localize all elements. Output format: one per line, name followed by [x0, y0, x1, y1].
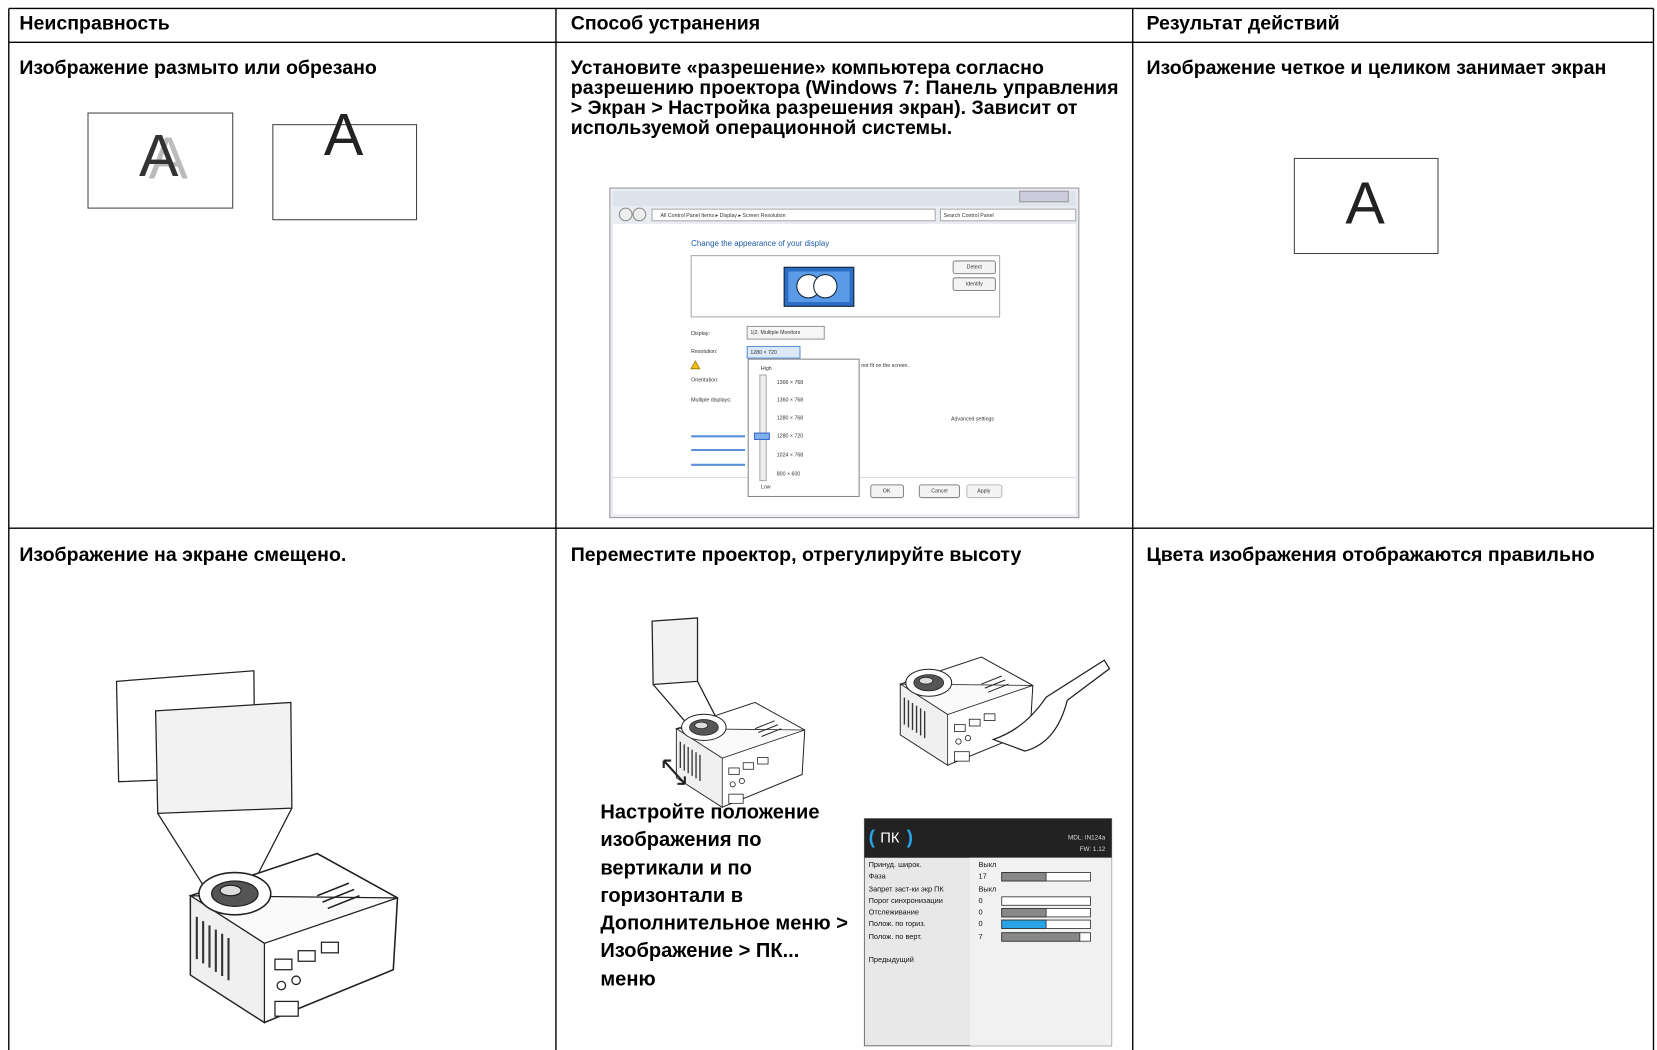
- resolution-option: 1280 × 720: [777, 434, 804, 440]
- button-label: Apply: [977, 489, 991, 495]
- column-header: Результат действий: [1146, 12, 1340, 34]
- cell-text: Переместите проектор, отрегулируйте высо…: [570, 544, 1022, 566]
- resolution-option: 800 × 600: [777, 472, 801, 478]
- svg-text:(: (: [869, 828, 876, 849]
- button-label: Identify: [966, 282, 983, 288]
- shifted-projection-figure: [115, 670, 399, 1024]
- osd-title: ПК: [880, 831, 900, 847]
- column-header: Неисправность: [19, 12, 170, 34]
- osd-item-label: Отслеживание: [869, 908, 919, 917]
- correct-letter-figure: A: [1293, 157, 1439, 255]
- osd-item-label: Порог синхронизации: [869, 896, 943, 905]
- button-label: OK: [883, 489, 891, 495]
- osd-item-value: Выкл: [979, 884, 997, 893]
- blurred-letter-figure: A A: [87, 112, 234, 209]
- cell-text: Цвета изображения отображаются правильно: [1146, 544, 1595, 566]
- osd-item-value: Выкл: [979, 860, 997, 869]
- button-label: Detect: [967, 265, 983, 271]
- osd-slider-fill: [1001, 919, 1047, 929]
- osd-slider-fill: [1001, 908, 1047, 918]
- cell-text: Изображение четкое и целиком занимает эк…: [1146, 57, 1607, 79]
- address-bar: All Control Panel Items ▸ Display ▸ Scre…: [661, 213, 786, 219]
- osd-item-value: 0: [979, 919, 983, 928]
- osd-item-label: Принуд. широк.: [869, 860, 922, 869]
- osd-item-value: 0: [979, 896, 983, 905]
- osd-slider-fill: [1001, 872, 1047, 882]
- cell-text: Установите «разрешение» компьютера согла…: [570, 57, 1119, 139]
- dialog-heading: Change the appearance of your display: [691, 239, 829, 248]
- search-box: Search Control Panel: [944, 213, 994, 219]
- osd-item-value: 0: [979, 908, 983, 917]
- column-header: Способ устранения: [570, 12, 761, 34]
- osd-item-label: Полож. по верт.: [869, 932, 922, 941]
- warning-text: not fit on the screen.: [861, 363, 909, 369]
- resolution-option: 1280 × 768: [777, 416, 804, 422]
- osd-item-label: Запрет заст-ки экр ПК: [869, 884, 945, 893]
- dropdown-value: 1280 × 720: [750, 350, 777, 356]
- letter: A: [324, 101, 364, 168]
- letter: A: [139, 122, 179, 189]
- ghost-letter: A: [149, 124, 189, 191]
- field-label: Multiple displays:: [691, 398, 731, 404]
- screen-resolution-dialog: All Control Panel Items ▸ Display ▸ Scre…: [609, 187, 1080, 519]
- slider-label: Low: [761, 484, 771, 490]
- osd-item-value: 7: [979, 932, 983, 941]
- slider-label: High: [761, 366, 772, 372]
- svg-text:): ): [907, 828, 913, 849]
- osd-item-label: Предыдущий: [869, 955, 914, 964]
- button-label: Cancel: [931, 489, 947, 495]
- table-grid: [8, 7, 1655, 1050]
- cropped-letter-figure: A: [272, 101, 418, 221]
- resolution-option: 1024 × 768: [777, 453, 804, 459]
- field-label: Display:: [691, 331, 710, 337]
- osd-item-label: Полож. по гориз.: [869, 919, 926, 928]
- resolution-option: 1360 × 768: [777, 398, 804, 404]
- osd-item-label: Фаза: [869, 872, 887, 881]
- link: Advanced settings: [951, 417, 994, 423]
- osd-firmware: FW: 1.12: [1080, 846, 1106, 853]
- letter: A: [1345, 170, 1385, 237]
- cell-text: Изображение на экране смещено.: [19, 544, 347, 566]
- cell-text: Изображение размыто или обрезано: [19, 57, 377, 79]
- field-label: Resolution:: [691, 349, 717, 355]
- dropdown-value: 1|2. Multiple Monitors: [750, 330, 800, 336]
- resolution-option: 1366 × 768: [777, 380, 804, 386]
- move-projector-figure: [651, 617, 1111, 808]
- osd-slider: [1001, 896, 1091, 906]
- osd-model: MDL: IN124a: [1068, 834, 1106, 841]
- osd-menu: ( ) ПК MDL: IN124a FW: 1.12 Предыдущий П…: [863, 818, 1113, 1047]
- adjust-note: Настройте положение изображения по верти…: [600, 801, 849, 991]
- osd-item-value: 17: [979, 872, 987, 881]
- osd-slider-fill: [1001, 932, 1081, 942]
- field-label: Orientation:: [691, 378, 718, 384]
